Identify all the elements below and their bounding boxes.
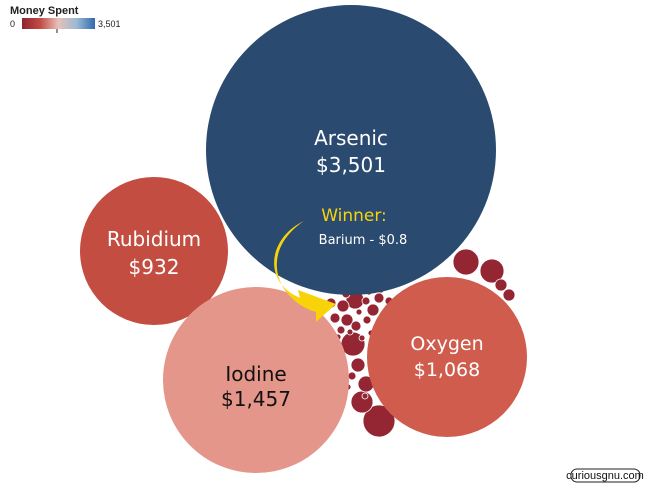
small-bubble xyxy=(362,315,372,325)
bubble-iodine-name: Iodine xyxy=(225,362,286,386)
bubble-iodine: Iodine $1,457 xyxy=(163,287,349,473)
watermark-text: curiousgnu.com xyxy=(566,470,644,482)
bubble-arsenic-name: Arsenic xyxy=(314,126,388,150)
winner-arrow-icon xyxy=(274,221,336,322)
small-bubble xyxy=(502,288,516,302)
small-bubble xyxy=(494,278,508,292)
small-bubble xyxy=(452,248,480,276)
small-bubble xyxy=(361,296,371,306)
small-bubble xyxy=(350,320,362,332)
bubble-oxygen-name: Oxygen xyxy=(410,333,483,355)
small-bubble xyxy=(355,308,363,316)
winner-heading: Winner: xyxy=(321,206,387,226)
bubble-rubidium-name: Rubidium xyxy=(107,227,201,251)
small-bubble xyxy=(362,404,396,438)
bubble-oxygen: Oxygen $1,068 xyxy=(367,277,527,437)
bubble-oxygen-circle xyxy=(367,277,527,437)
small-bubble xyxy=(340,313,354,327)
bubble-oxygen-value: $1,068 xyxy=(414,359,480,381)
bubble-rubidium-value: $932 xyxy=(129,255,180,279)
small-bubble xyxy=(479,258,505,284)
small-bubble xyxy=(347,371,357,381)
color-legend: Money Spent 0 3,501 xyxy=(10,5,121,33)
watermark-frame xyxy=(570,468,641,483)
small-bubble xyxy=(361,392,369,400)
legend-title: Money Spent xyxy=(10,5,79,17)
small-bubble xyxy=(329,312,341,324)
bubble-rubidium: Rubidium $932 xyxy=(80,177,228,325)
legend-gradient-bar xyxy=(22,18,95,29)
small-bubble xyxy=(358,334,366,342)
bubble-arsenic-circle xyxy=(206,5,496,295)
small-bubble xyxy=(336,325,346,335)
bubble-rubidium-circle xyxy=(80,177,228,325)
winner-text: Barium - $0.8 xyxy=(319,233,408,248)
legend-min-label: 0 xyxy=(10,19,15,29)
small-bubble xyxy=(350,357,366,373)
small-bubble xyxy=(350,390,374,414)
legend-max-label: 3,501 xyxy=(98,19,121,29)
watermark-badge: curiousgnu.com xyxy=(566,468,644,483)
bubble-arsenic: Arsenic $3,501 xyxy=(206,5,496,295)
small-bubble xyxy=(336,299,350,313)
small-bubble xyxy=(373,292,385,304)
winner-annotation: Winner: Barium - $0.8 xyxy=(274,206,407,322)
bubble-iodine-value: $1,457 xyxy=(221,387,291,411)
small-bubble xyxy=(366,303,380,317)
bubble-arsenic-value: $3,501 xyxy=(316,153,386,177)
small-bubble xyxy=(346,328,354,336)
bubble-iodine-circle xyxy=(163,287,349,473)
